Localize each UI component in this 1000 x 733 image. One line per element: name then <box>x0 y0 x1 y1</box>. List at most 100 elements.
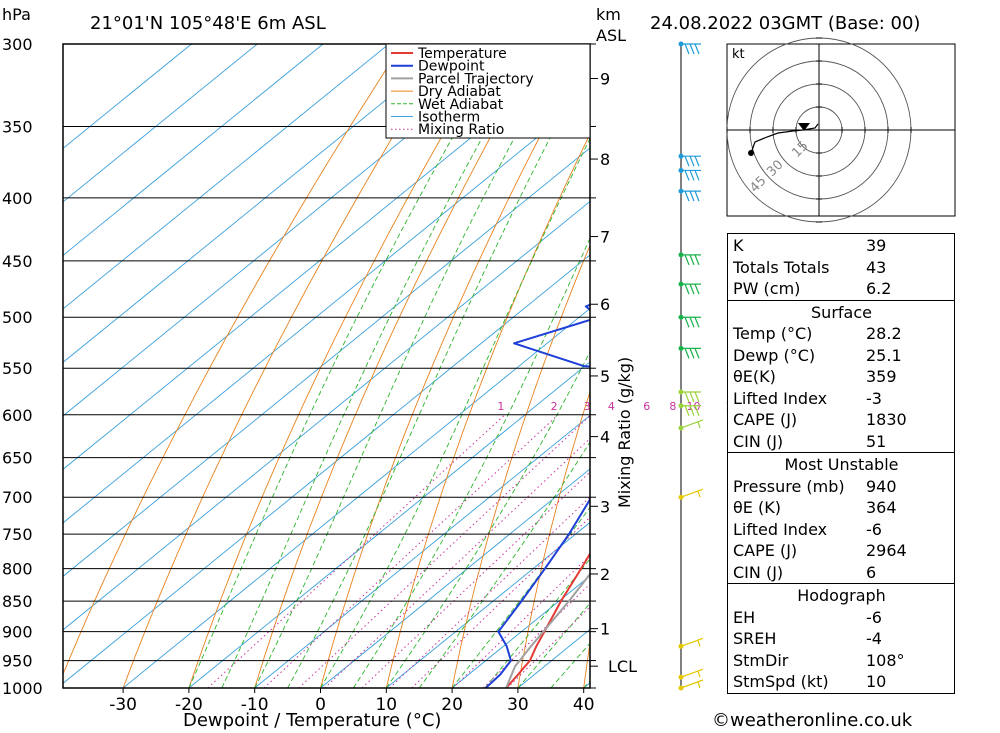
dry-adiabat-line <box>63 44 403 676</box>
index-label: EH <box>733 607 756 627</box>
index-value: 6.2 <box>866 279 892 298</box>
index-label: CIN (J) <box>733 431 784 451</box>
index-label: θE(K) <box>733 367 776 386</box>
wind-barb <box>681 43 701 55</box>
wet-adiabat-line <box>254 44 567 688</box>
y-tick-label: 400 <box>2 189 33 208</box>
wind-barb <box>681 283 701 295</box>
km-tick-label: 6 <box>600 295 610 314</box>
x-axis-label: Dewpoint / Temperature (°C) <box>183 710 441 731</box>
mixing-ratio-label: 2 <box>551 400 558 413</box>
mixing-ratio-line <box>452 554 590 688</box>
index-value: 6 <box>866 562 877 582</box>
km-tick-label: 3 <box>600 497 610 516</box>
mixing-ratio-label: 4 <box>608 400 615 413</box>
index-value: -3 <box>866 388 882 408</box>
x-tick-label: 0 <box>315 695 326 715</box>
mixing-ratio-line <box>263 414 559 688</box>
y-tick-label: 550 <box>2 359 33 378</box>
legend-label: Isotherm <box>418 110 480 126</box>
index-label: Lifted Index <box>733 388 828 408</box>
wind-barb <box>680 488 704 498</box>
index-label: Temp (°C) <box>733 324 813 343</box>
dry-adiabat-line <box>974 44 1000 688</box>
index-value: -6 <box>866 607 882 627</box>
index-row: CAPE (J) 1830 <box>733 409 950 431</box>
mixing-ratio-label: 6 <box>643 400 650 413</box>
indices-basic-box: K 39 Totals Totals 43 PW (cm) 6.2 Surface T… <box>727 233 955 694</box>
isotherm-line <box>63 44 521 417</box>
wind-barb <box>680 419 704 429</box>
legend-label: Dewpoint <box>418 59 485 75</box>
index-value: 25.1 <box>866 345 902 365</box>
y-tick-label: 850 <box>2 592 33 611</box>
series-dewpoint <box>485 303 590 688</box>
index-row: CIN (J) 6 <box>733 562 950 584</box>
wind-barbs-column <box>678 41 704 691</box>
index-value: 39 <box>866 236 887 255</box>
index-label: K <box>733 236 744 255</box>
x-tick-label: -30 <box>109 695 137 715</box>
km-tick-label: 1 <box>600 620 610 639</box>
index-value: 940 <box>866 476 897 496</box>
y-tick-label: 750 <box>2 525 33 544</box>
index-label: Totals Totals <box>733 257 830 277</box>
wind-barb <box>680 679 704 689</box>
most-unstable-section: Most Unstable Pressure (mb) 940 θE (K) 364… <box>727 452 955 584</box>
wet-adiabat-line <box>287 61 590 688</box>
hodograph-unit: kt <box>732 47 745 62</box>
location-title: 21°01'N 105°48'E 6m ASL <box>90 13 326 34</box>
y-tick-label: 600 <box>2 406 33 425</box>
wind-barb <box>681 347 701 359</box>
index-row: θE(K) 359 <box>733 366 950 388</box>
mixing-ratio-label: 8 <box>669 400 676 413</box>
index-row: SREH -4 <box>733 628 950 650</box>
dry-adiabat-line <box>254 44 543 688</box>
x-tick-label: -20 <box>175 695 203 715</box>
index-row: Pressure (mb) 940 <box>733 476 950 498</box>
surface-title: Surface <box>811 302 872 322</box>
index-value: 1830 <box>866 410 907 429</box>
wet-adiabat-line <box>188 44 508 688</box>
credit-link[interactable]: ©weatheronline.co.uk <box>712 710 913 731</box>
km-tick-label: 7 <box>600 228 610 247</box>
hodograph-surface-point <box>748 150 754 156</box>
wind-barb <box>681 316 701 328</box>
y-tick-label: 800 <box>2 560 33 579</box>
wind-barb <box>681 254 701 266</box>
index-row: Dewp (°C) 25.1 <box>733 345 950 367</box>
y-tick-label: 300 <box>2 35 33 54</box>
wind-barb <box>681 169 701 181</box>
legend-label: Temperature <box>417 46 507 62</box>
isotherm-line <box>63 254 590 684</box>
index-value: -4 <box>866 629 882 648</box>
wind-barb <box>681 391 701 403</box>
index-row: θE (K) 364 <box>733 497 950 519</box>
index-label: CAPE (J) <box>733 541 798 560</box>
storm-motion-icon <box>798 123 810 131</box>
legend-label: Dry Adiabat <box>418 84 501 100</box>
index-label: Lifted Index <box>733 519 828 539</box>
index-value: 364 <box>866 498 897 517</box>
isotherm-line <box>122 307 590 688</box>
wet-adiabat-line <box>451 506 590 688</box>
plot-frame <box>62 43 591 689</box>
mixing-ratio-line <box>324 437 590 688</box>
index-row: CIN (J) 51 <box>733 431 950 453</box>
index-value: 28.2 <box>866 324 902 343</box>
index-row: StmSpd (kt) 10 <box>733 671 950 693</box>
asl-unit-label: ASL <box>596 26 626 45</box>
index-row: K 39 <box>733 235 950 257</box>
dry-adiabat-line <box>385 133 590 688</box>
dry-adiabat-line <box>188 44 497 688</box>
isotherm-line <box>254 414 590 688</box>
index-row: CAPE (J) 2964 <box>733 540 950 562</box>
legend-label: Wet Adiabat <box>418 97 504 113</box>
mixing-ratio-label: 3 <box>584 400 591 413</box>
index-label: StmDir <box>733 650 789 670</box>
hodograph-trace <box>750 123 819 154</box>
legend-label: Parcel Trajectory <box>418 71 534 87</box>
index-value: 43 <box>866 257 887 277</box>
index-value: 359 <box>866 367 897 386</box>
